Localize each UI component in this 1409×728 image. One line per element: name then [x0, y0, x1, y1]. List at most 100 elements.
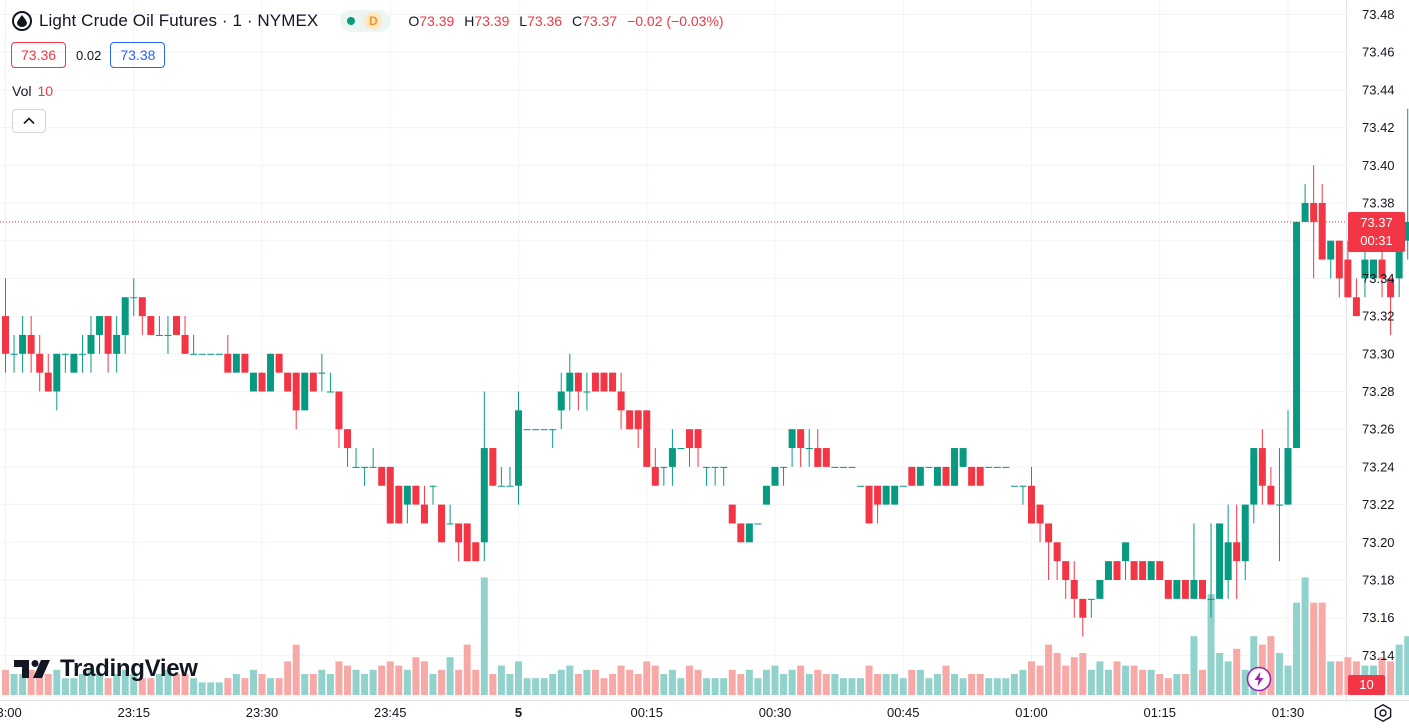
candle-body[interactable] [848, 466, 856, 468]
candle-body[interactable] [574, 372, 582, 392]
candle-body[interactable] [1019, 485, 1027, 487]
candle-body[interactable] [1327, 240, 1335, 260]
candle-body[interactable] [61, 353, 69, 355]
candle-body[interactable] [1275, 504, 1283, 506]
candle-body[interactable] [951, 448, 959, 486]
candle-body[interactable] [113, 334, 121, 354]
candle-body[interactable] [2, 316, 9, 354]
candle-body[interactable] [985, 466, 993, 468]
candle-body[interactable] [797, 429, 805, 449]
candle-body[interactable] [831, 466, 839, 468]
candle-body[interactable] [643, 410, 651, 467]
candle-body[interactable] [344, 429, 351, 449]
candle-body[interactable] [463, 523, 471, 562]
candle-body[interactable] [1216, 523, 1224, 599]
candle-body[interactable] [224, 353, 232, 373]
candle-body[interactable] [173, 316, 180, 335]
candle-body[interactable] [1344, 259, 1352, 298]
candle-body[interactable] [207, 353, 215, 355]
sell-bid-button[interactable]: 73.36 [11, 42, 67, 68]
candle-body[interactable] [1173, 580, 1181, 599]
candle-body[interactable] [788, 429, 796, 449]
candle-body[interactable] [780, 466, 788, 468]
candle-body[interactable] [874, 485, 882, 505]
candle-body[interactable] [27, 334, 35, 354]
candle-body[interactable] [617, 391, 625, 411]
candle-body[interactable] [1207, 598, 1215, 600]
candle-body[interactable] [267, 353, 275, 392]
volume-label[interactable]: Vol [12, 83, 32, 99]
candle-body[interactable] [369, 466, 377, 468]
candle-body[interactable] [1387, 278, 1395, 298]
candle-body[interactable] [284, 372, 292, 392]
candle-body[interactable] [1139, 561, 1147, 580]
candle-body[interactable] [1045, 523, 1053, 543]
candle-body[interactable] [386, 466, 394, 524]
candle-body[interactable] [805, 448, 813, 450]
candle-body[interactable] [215, 353, 223, 355]
candle-body[interactable] [138, 297, 146, 317]
candle-body[interactable] [651, 466, 659, 486]
candle-body[interactable] [1053, 542, 1061, 562]
candle-body[interactable] [993, 466, 1001, 468]
candle-body[interactable] [634, 410, 642, 430]
candle-body[interactable] [822, 448, 830, 467]
candle-body[interactable] [1036, 504, 1044, 524]
settings-gear-icon[interactable] [1373, 703, 1393, 723]
candle-body[interactable] [403, 485, 411, 505]
candle-body[interactable] [190, 353, 198, 355]
candle-body[interactable] [455, 523, 463, 543]
candle-body[interactable] [232, 353, 240, 373]
candle-body[interactable] [489, 448, 497, 486]
candle-body[interactable] [1190, 580, 1198, 599]
candle-body[interactable] [703, 466, 711, 468]
candle-body[interactable] [1002, 466, 1010, 468]
candle-body[interactable] [933, 466, 941, 486]
candle-body[interactable] [523, 429, 531, 431]
candle-body[interactable] [1301, 203, 1309, 222]
candle-body[interactable] [10, 353, 18, 355]
candle-body[interactable] [1258, 448, 1266, 486]
candle-body[interactable] [686, 429, 693, 449]
candle-body[interactable] [814, 448, 822, 467]
candle-body[interactable] [1370, 259, 1377, 279]
candle-body[interactable] [198, 353, 206, 355]
candle-body[interactable] [745, 523, 753, 543]
candle-body[interactable] [1164, 580, 1172, 599]
candle-body[interactable] [1284, 448, 1292, 505]
candle-body[interactable] [1010, 485, 1018, 487]
candle-body[interactable] [420, 504, 428, 524]
candle-body[interactable] [771, 466, 779, 486]
candle-body[interactable] [1335, 240, 1343, 279]
candle-body[interactable] [164, 334, 172, 336]
candle-body[interactable] [891, 485, 899, 505]
candle-body[interactable] [96, 316, 104, 335]
candle-body[interactable] [506, 485, 514, 487]
candle-body[interactable] [925, 466, 933, 468]
candle-body[interactable] [1070, 580, 1078, 599]
candle-body[interactable] [19, 334, 27, 354]
candle-body[interactable] [976, 466, 984, 486]
oil-drop-icon[interactable] [12, 11, 32, 31]
candle-body[interactable] [497, 485, 505, 487]
candle-body[interactable] [249, 372, 257, 392]
candle-body[interactable] [728, 504, 736, 524]
candle-body[interactable] [1147, 561, 1155, 580]
candle-body[interactable] [1250, 448, 1258, 505]
candle-body[interactable] [1352, 297, 1360, 317]
candle-body[interactable] [1233, 542, 1241, 562]
candle-body[interactable] [609, 372, 617, 392]
candle-body[interactable] [1395, 240, 1403, 279]
candle-body[interactable] [104, 316, 112, 354]
candle-body[interactable] [480, 448, 488, 543]
candle-body[interactable] [532, 429, 540, 431]
candle-body[interactable] [1104, 561, 1112, 580]
candle-body[interactable] [720, 466, 728, 468]
candle-body[interactable] [908, 466, 916, 486]
candle-body[interactable] [566, 372, 574, 392]
candle-body[interactable] [275, 353, 283, 373]
candle-body[interactable] [839, 466, 847, 468]
candle-body[interactable] [36, 353, 44, 373]
candle-body[interactable] [53, 353, 61, 392]
candle-body[interactable] [959, 448, 967, 467]
